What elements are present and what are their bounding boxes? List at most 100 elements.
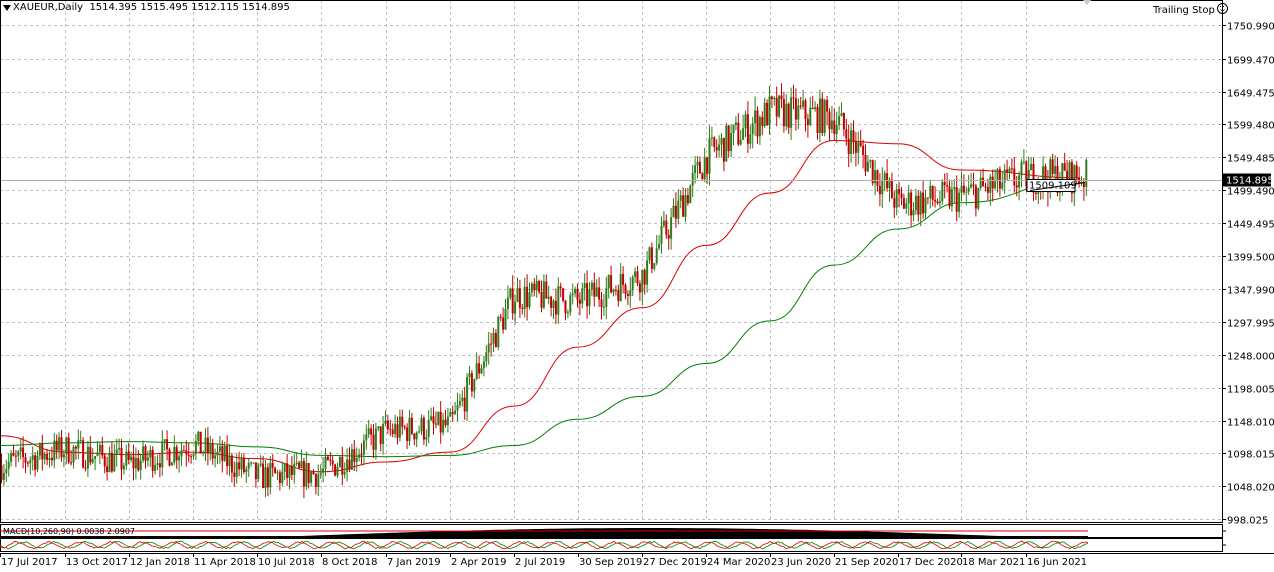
candle-body xyxy=(365,434,368,441)
chart-shift-marker-icon[interactable] xyxy=(1083,0,1091,5)
candle-body xyxy=(312,471,315,475)
candle-body xyxy=(281,471,284,484)
candle-body xyxy=(434,423,437,425)
candle-body xyxy=(538,281,541,292)
candle-body xyxy=(617,290,620,301)
candle-body xyxy=(130,456,133,461)
y-tick-label: 998.025 xyxy=(1227,516,1268,527)
open-value: 1514.395 xyxy=(89,2,138,13)
candle-body xyxy=(204,437,207,452)
candle-body xyxy=(274,467,277,474)
candle-body xyxy=(101,444,104,456)
candle-body xyxy=(938,201,941,204)
candle-body xyxy=(48,457,51,460)
candle-body xyxy=(139,460,142,471)
candle-body xyxy=(202,451,205,454)
candle-body xyxy=(425,436,428,440)
candle-body xyxy=(595,287,598,297)
candle-body xyxy=(545,281,548,299)
candle-body xyxy=(96,452,99,457)
candle-body xyxy=(473,379,476,392)
candle-body xyxy=(166,439,169,450)
candle-body xyxy=(653,263,656,269)
candle-body xyxy=(233,472,236,477)
macd-indicator-panel xyxy=(0,524,1226,538)
y-tick-label: 1098.015 xyxy=(1227,450,1274,461)
candle-body xyxy=(482,361,485,369)
candle-body xyxy=(900,193,903,199)
candle-body xyxy=(638,283,641,293)
candle-body xyxy=(211,443,214,459)
candle-body xyxy=(929,186,932,199)
candle-body xyxy=(7,461,10,469)
chart-menu-triangle-icon[interactable] xyxy=(3,5,11,11)
candle-body xyxy=(982,177,985,187)
candle-body xyxy=(1001,182,1004,189)
candle-body xyxy=(449,412,452,417)
candle-body xyxy=(120,447,123,470)
candle-body xyxy=(432,416,435,424)
candle-body xyxy=(737,122,740,145)
candle-body xyxy=(917,195,920,215)
candle-body xyxy=(1070,162,1073,194)
candle-body xyxy=(36,455,39,470)
candle-body xyxy=(662,220,665,226)
candle-body xyxy=(550,296,553,308)
candle-body xyxy=(994,181,997,189)
y-tick-label: 1347.990 xyxy=(1227,286,1274,297)
candle-body xyxy=(768,96,771,126)
candle-body xyxy=(706,157,709,174)
candle-body xyxy=(643,269,646,285)
candle-body xyxy=(797,105,800,120)
candle-body xyxy=(350,449,353,470)
candle-body xyxy=(672,205,675,218)
candle-body xyxy=(790,97,793,128)
candle-body xyxy=(458,401,461,406)
expert-advisor-label[interactable]: Trailing Stop xyxy=(1153,3,1228,16)
candle-body xyxy=(24,457,27,463)
candle-body xyxy=(1003,169,1006,183)
candle-body xyxy=(648,247,651,261)
candle-body xyxy=(578,299,581,304)
candle-body xyxy=(122,465,125,470)
candle-body xyxy=(511,288,514,314)
candle-body xyxy=(286,463,289,478)
candle-body xyxy=(629,290,632,296)
y-tick-label: 1048.020 xyxy=(1227,483,1274,494)
candle-body xyxy=(727,125,730,152)
candle-body xyxy=(830,120,833,130)
candle-body xyxy=(79,440,82,442)
candle-body xyxy=(362,440,365,455)
candle-body xyxy=(250,462,253,464)
candle-body xyxy=(850,130,853,155)
candle-body xyxy=(470,373,473,392)
candle-body xyxy=(521,307,524,309)
candle-body xyxy=(278,472,281,484)
candle-body xyxy=(86,446,89,469)
candle-body xyxy=(823,100,826,133)
candle-body xyxy=(641,269,644,293)
candle-body xyxy=(732,125,735,134)
y-tick-label: 1198.005 xyxy=(1227,385,1274,396)
candle-body xyxy=(185,450,188,455)
candle-body xyxy=(192,454,195,457)
candle-body xyxy=(773,97,776,100)
candle-body xyxy=(780,95,783,100)
candle-body xyxy=(209,443,212,454)
candle-body xyxy=(367,428,370,435)
candle-body xyxy=(252,462,255,464)
candle-body xyxy=(262,463,265,489)
candle-body xyxy=(353,449,356,462)
candle-body xyxy=(418,431,421,433)
x-tick-label: 10 Jul 2018 xyxy=(258,557,315,568)
candle-body xyxy=(430,416,433,420)
candle-body xyxy=(394,424,397,435)
candle-body xyxy=(845,129,848,139)
candle-body xyxy=(698,161,701,174)
candle-body xyxy=(972,184,975,186)
candle-body xyxy=(713,137,716,148)
candle-body xyxy=(173,446,176,463)
candle-body xyxy=(242,457,245,473)
candle-body xyxy=(108,452,111,473)
